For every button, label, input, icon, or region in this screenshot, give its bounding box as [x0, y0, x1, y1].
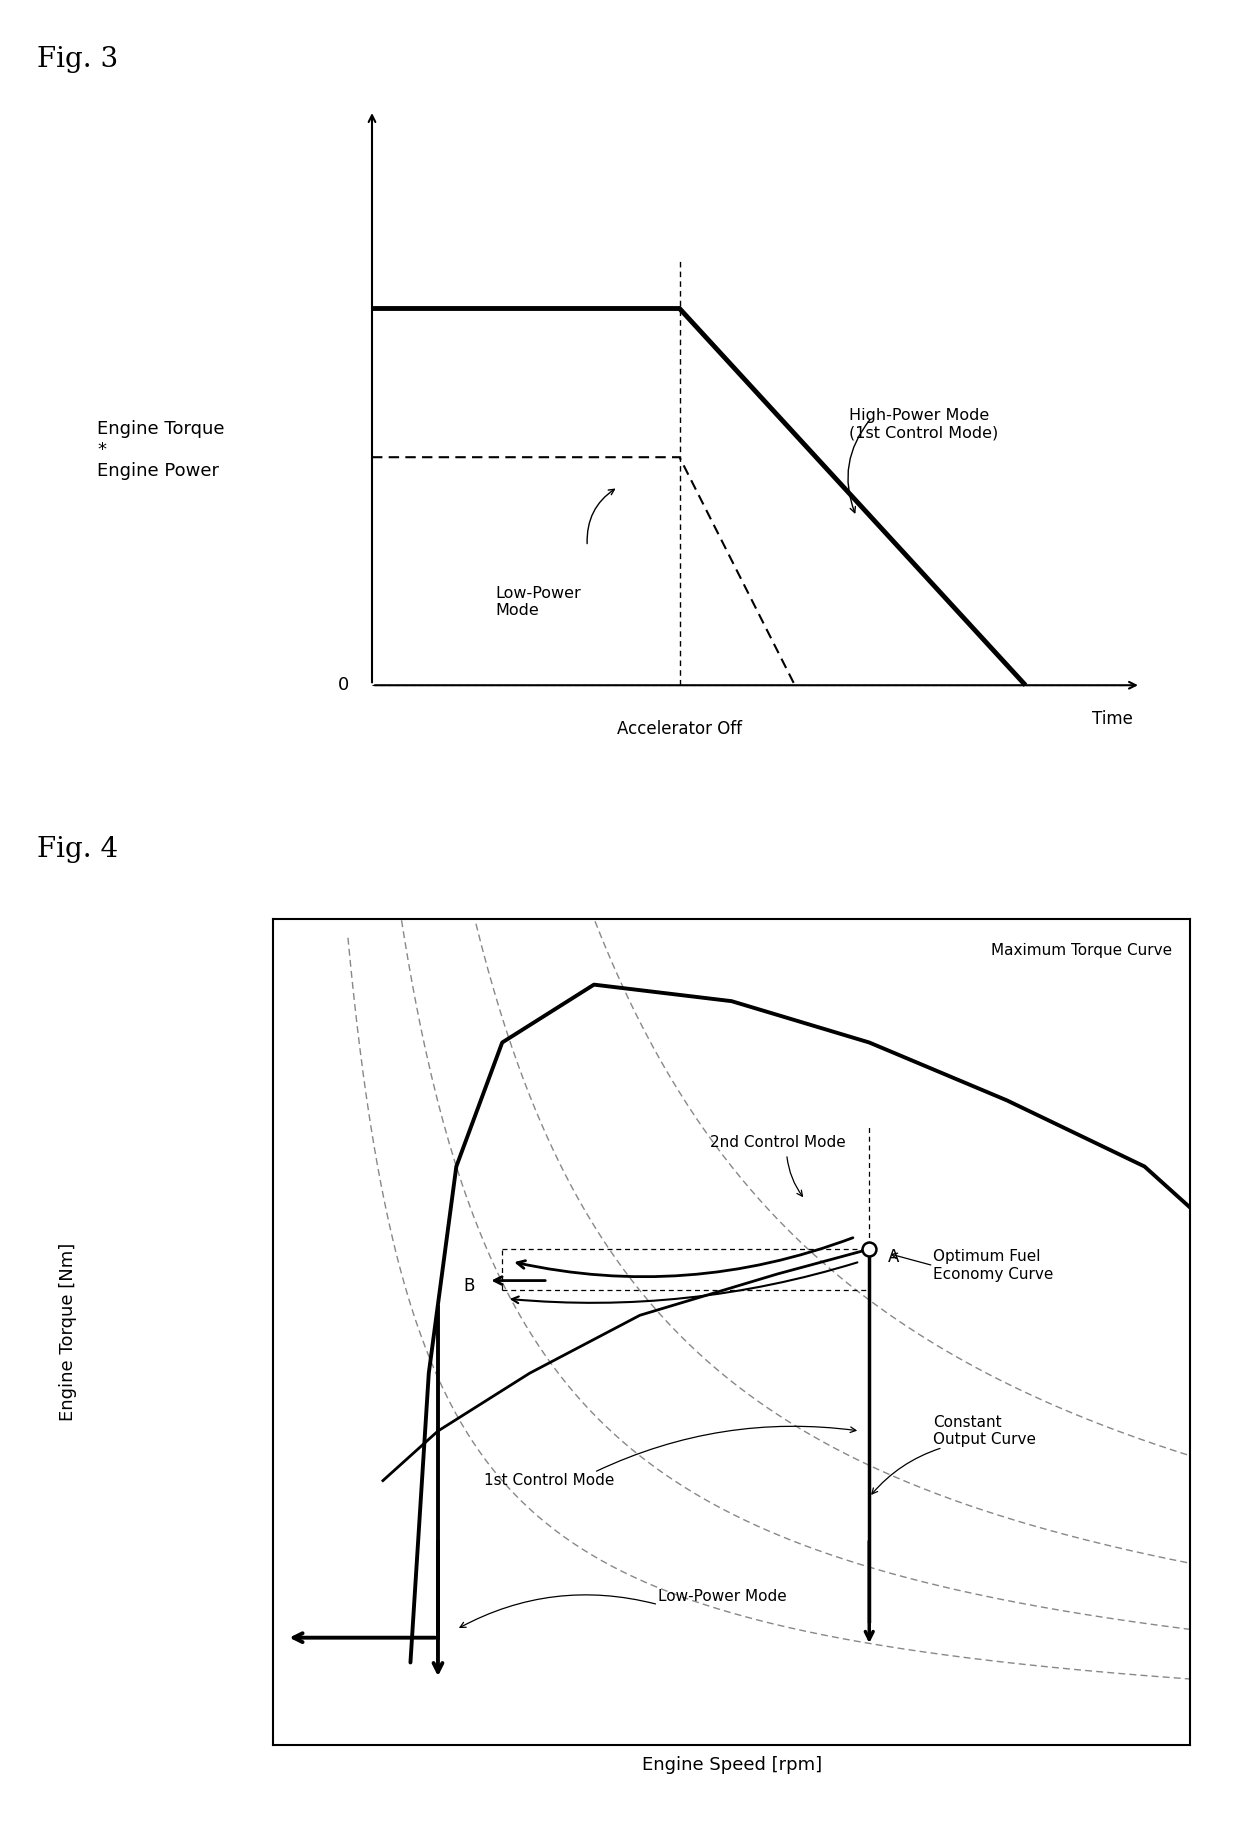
- Text: High-Power Mode
(1st Control Mode): High-Power Mode (1st Control Mode): [848, 408, 998, 441]
- Text: Fig. 4: Fig. 4: [37, 836, 118, 863]
- Text: B: B: [464, 1277, 475, 1295]
- Text: Fig. 3: Fig. 3: [37, 46, 118, 73]
- Text: Engine Torque [Nm]: Engine Torque [Nm]: [60, 1242, 77, 1422]
- Text: A: A: [888, 1249, 899, 1266]
- Text: Engine Torque
*
Engine Power: Engine Torque * Engine Power: [98, 421, 224, 479]
- Text: Low-Power Mode: Low-Power Mode: [658, 1589, 787, 1604]
- Text: Optimum Fuel
Economy Curve: Optimum Fuel Economy Curve: [934, 1249, 1054, 1282]
- Text: 1st Control Mode: 1st Control Mode: [484, 1473, 614, 1488]
- Text: 0: 0: [337, 676, 348, 694]
- Text: Constant
Output Curve: Constant Output Curve: [934, 1414, 1037, 1448]
- Text: Maximum Torque Curve: Maximum Torque Curve: [991, 944, 1172, 959]
- Text: 2nd Control Mode: 2nd Control Mode: [709, 1135, 846, 1150]
- Text: Time: Time: [1092, 711, 1133, 727]
- Text: Accelerator Off: Accelerator Off: [618, 720, 742, 738]
- Text: Low-Power
Mode: Low-Power Mode: [495, 586, 580, 619]
- X-axis label: Engine Speed [rpm]: Engine Speed [rpm]: [641, 1756, 822, 1775]
